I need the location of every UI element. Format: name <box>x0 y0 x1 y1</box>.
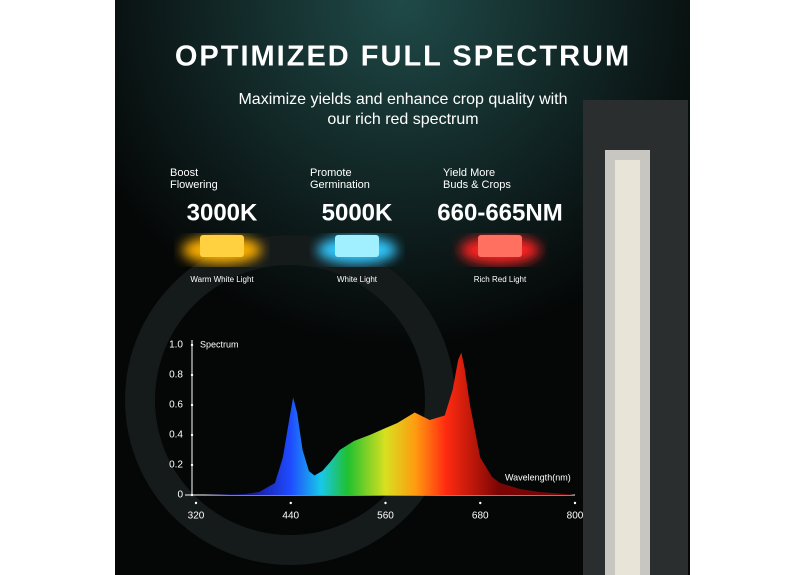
y-tick <box>190 433 194 437</box>
feature-label: Germination <box>310 179 370 191</box>
y-tick <box>190 373 194 377</box>
x-tick <box>573 501 577 505</box>
x-tick <box>194 501 198 505</box>
feature-caption: Warm White Light <box>190 275 254 284</box>
feature-label: Yield More <box>443 167 495 179</box>
led-icons <box>182 235 540 264</box>
feature-label: Flowering <box>170 179 218 191</box>
spectrum-area <box>203 352 576 495</box>
x-tick-label: 800 <box>567 511 584 522</box>
y-tick <box>190 343 194 347</box>
y-tick-label: 1.0 <box>169 340 183 351</box>
y-tick-label: 0.2 <box>169 460 183 471</box>
feature-label: Boost <box>170 167 198 179</box>
x-tick-label: 440 <box>282 511 299 522</box>
y-tick <box>190 493 194 497</box>
feature-label: Buds & Crops <box>443 179 511 191</box>
feature-value: 5000K <box>322 199 393 226</box>
x-tick-label: 320 <box>188 511 205 522</box>
title: OPTIMIZED FULL SPECTRUM <box>175 41 631 73</box>
feature-caption: Rich Red Light <box>474 275 527 284</box>
y-tick-label: 0 <box>177 490 183 501</box>
watermark <box>125 235 455 565</box>
y-tick <box>190 463 194 467</box>
subtitle: Maximize yields and enhance crop quality… <box>238 91 567 108</box>
y-tick <box>190 403 194 407</box>
x-tick-label: 680 <box>472 511 489 522</box>
x-tick-label: 560 <box>377 511 394 522</box>
y-axis-label: Spectrum <box>200 339 239 349</box>
feature-value: 660-665NM <box>437 199 562 226</box>
y-tick-label: 0.6 <box>169 400 183 411</box>
x-tick <box>384 501 387 505</box>
y-tick-label: 0.8 <box>169 370 183 381</box>
x-tick <box>479 501 482 505</box>
feature-label: Promote <box>310 167 352 179</box>
x-tick <box>289 501 292 505</box>
light-bar <box>583 100 688 575</box>
subtitle: our rich red spectrum <box>327 111 478 128</box>
x-axis-label: Wavelength(nm) <box>505 472 571 482</box>
feature-value: 3000K <box>187 199 258 226</box>
feature-caption: White Light <box>337 275 378 284</box>
y-tick-label: 0.4 <box>169 430 183 441</box>
